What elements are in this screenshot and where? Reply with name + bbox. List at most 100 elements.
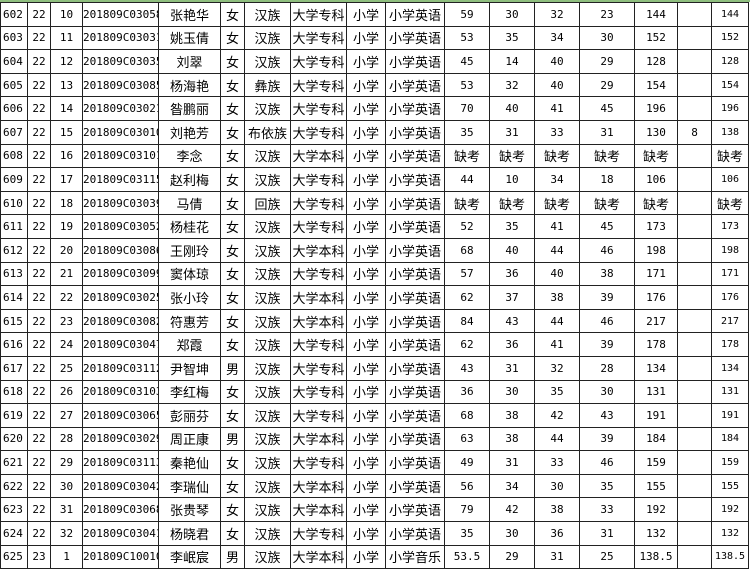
education-cell: 大学本科 — [290, 497, 347, 523]
score-2-cell: 34 — [489, 473, 535, 499]
bonus-points-cell — [677, 521, 712, 546]
school-level-cell: 小学 — [346, 190, 386, 216]
final-score-cell: 131 — [711, 379, 749, 405]
exam-id-cell: 201809C03082 — [82, 308, 159, 334]
ethnicity-cell: 汉族 — [244, 167, 291, 192]
total-score-cell: 184 — [634, 426, 678, 452]
table-row: 610 22 18 201809C03039 马倩女回族 大学专科 小学 小学英语 缺考 缺考 缺考… — [0, 190, 749, 216]
education-cell: 大学专科 — [290, 119, 347, 145]
final-score-cell: 159 — [711, 450, 749, 475]
bonus-points-cell — [677, 143, 712, 169]
score-3-cell: 36 — [534, 521, 580, 546]
seat-no-cell: 1 — [50, 544, 83, 569]
exam-id-cell: 201809C03112 — [82, 355, 159, 381]
score-4-cell: 31 — [579, 521, 635, 546]
seq-no-cell: 604 — [0, 49, 28, 74]
gender-cell: 女 — [220, 49, 245, 74]
seq-no-cell: 610 — [0, 190, 28, 216]
education-cell: 大学专科 — [290, 261, 347, 287]
gender-cell: 女 — [220, 521, 245, 546]
total-score-cell: 198 — [634, 237, 678, 263]
room-no-cell: 22 — [27, 237, 51, 263]
education-cell: 大学专科 — [290, 2, 347, 27]
bonus-points-cell — [677, 285, 712, 310]
ethnicity-cell: 汉族 — [244, 25, 291, 51]
name-cell: 杨桂花 — [158, 214, 221, 239]
score-1-cell: 70 — [444, 96, 490, 121]
score-2-cell: 29 — [489, 544, 535, 569]
seat-no-cell: 24 — [50, 332, 83, 357]
exam-id-cell: 201809C03010 — [82, 119, 159, 145]
bonus-points-cell — [677, 25, 712, 51]
education-cell: 大学专科 — [290, 190, 347, 216]
final-score-cell: 132 — [711, 521, 749, 546]
room-no-cell: 22 — [27, 355, 51, 381]
score-4-cell: 30 — [579, 379, 635, 405]
score-3-cell: 32 — [534, 2, 580, 27]
name-cell: 张贵琴 — [158, 497, 221, 523]
school-level-cell: 小学 — [346, 25, 386, 51]
seat-no-cell: 18 — [50, 190, 83, 216]
exam-id-cell: 201809C03068 — [82, 497, 159, 523]
total-score-cell: 131 — [634, 379, 678, 405]
subject-cell: 小学英语 — [385, 96, 445, 121]
exam-id-cell: 201809C03052 — [82, 214, 159, 239]
total-score-cell: 173 — [634, 214, 678, 239]
score-1-cell: 57 — [444, 261, 490, 287]
education-cell: 大学专科 — [290, 214, 347, 239]
seat-no-cell: 25 — [50, 355, 83, 381]
ethnicity-cell: 汉族 — [244, 473, 291, 499]
final-score-cell: 128 — [711, 49, 749, 74]
exam-id-cell: 201809C03035 — [82, 49, 159, 74]
exam-id-cell: 201809C10010 — [82, 544, 159, 569]
subject-cell: 小学英语 — [385, 426, 445, 452]
score-4-cell: 18 — [579, 167, 635, 192]
exam-id-cell: 201809C03039 — [82, 190, 159, 216]
gender-cell: 女 — [220, 119, 245, 145]
score-2-cell: 31 — [489, 450, 535, 475]
name-cell: 李红梅 — [158, 379, 221, 405]
score-4-cell: 缺考 — [579, 143, 635, 169]
exam-id-cell: 201809C03086 — [82, 237, 159, 263]
total-score-cell: 217 — [634, 308, 678, 334]
score-4-cell: 39 — [579, 332, 635, 357]
school-level-cell: 小学 — [346, 521, 386, 546]
seat-no-cell: 11 — [50, 25, 83, 51]
subject-cell: 小学英语 — [385, 521, 445, 546]
final-score-cell: 134 — [711, 355, 749, 381]
gender-cell: 女 — [220, 403, 245, 428]
total-score-cell: 192 — [634, 497, 678, 523]
ethnicity-cell: 汉族 — [244, 308, 291, 334]
name-cell: 周正康 — [158, 426, 221, 452]
subject-cell: 小学英语 — [385, 25, 445, 51]
ethnicity-cell: 彝族 — [244, 72, 291, 98]
gender-cell: 女 — [220, 497, 245, 523]
score-1-cell: 68 — [444, 237, 490, 263]
total-score-cell: 176 — [634, 285, 678, 310]
school-level-cell: 小学 — [346, 261, 386, 287]
total-score-cell: 132 — [634, 521, 678, 546]
score-4-cell: 43 — [579, 403, 635, 428]
score-2-cell: 43 — [489, 308, 535, 334]
score-3-cell: 缺考 — [534, 143, 580, 169]
education-cell: 大学本科 — [290, 473, 347, 499]
school-level-cell: 小学 — [346, 285, 386, 310]
final-score-cell: 217 — [711, 308, 749, 334]
bonus-points-cell — [677, 544, 712, 569]
exam-id-cell: 201809C03047 — [82, 332, 159, 357]
school-level-cell: 小学 — [346, 49, 386, 74]
gender-cell: 女 — [220, 25, 245, 51]
seat-no-cell: 22 — [50, 285, 83, 310]
education-cell: 大学专科 — [290, 379, 347, 405]
table-row: 617 22 25 201809C03112 尹智坤男汉族 大学专科 小学 小学英语 43 31 3… — [0, 355, 749, 381]
ethnicity-cell: 汉族 — [244, 332, 291, 357]
score-3-cell: 33 — [534, 119, 580, 145]
school-level-cell: 小学 — [346, 403, 386, 428]
score-1-cell: 53 — [444, 25, 490, 51]
seq-no-cell: 611 — [0, 214, 28, 239]
subject-cell: 小学英语 — [385, 308, 445, 334]
score-1-cell: 62 — [444, 285, 490, 310]
school-level-cell: 小学 — [346, 119, 386, 145]
room-no-cell: 22 — [27, 49, 51, 74]
score-3-cell: 缺考 — [534, 190, 580, 216]
